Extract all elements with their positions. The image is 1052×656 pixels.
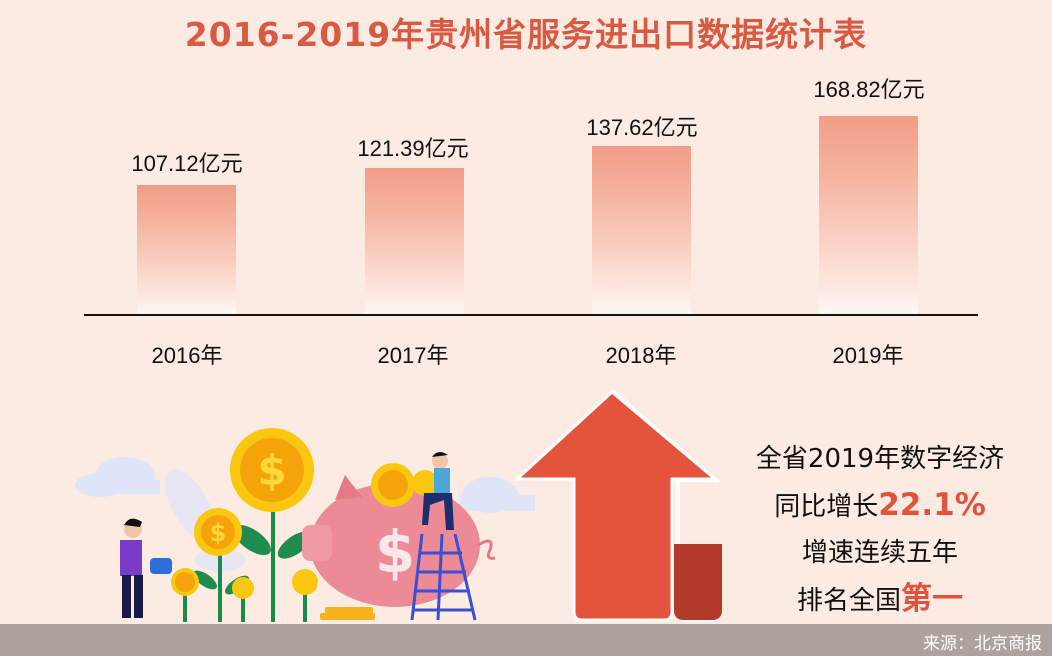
source-credit: 来源：北京商报 bbox=[923, 634, 1042, 653]
x-tick-label: 2017年 bbox=[377, 343, 449, 368]
bar-2018 bbox=[592, 146, 691, 314]
bar-value-label: 107.12亿元 bbox=[131, 151, 243, 176]
bar-2016 bbox=[137, 185, 236, 314]
bar-value-label: 121.39亿元 bbox=[357, 136, 469, 161]
svg-text:$: $ bbox=[375, 518, 415, 586]
svg-text:$: $ bbox=[257, 446, 286, 495]
footer-band: 来源：北京商报 bbox=[0, 624, 1052, 656]
message-text: 排名全国 bbox=[796, 586, 901, 616]
up-arrow-icon bbox=[513, 388, 722, 622]
message-line-2: 同比增长22.1% bbox=[730, 482, 1030, 530]
message-text: 同比增长 bbox=[774, 492, 879, 522]
x-tick-label: 2018年 bbox=[605, 343, 677, 368]
bar-chart: 107.12亿元 2016年 121.39亿元 2017年 137.62亿元 2… bbox=[84, 77, 978, 368]
cloud-icon bbox=[75, 457, 535, 513]
x-tick-label: 2019年 bbox=[832, 343, 904, 368]
rank-highlight: 第一 bbox=[901, 581, 963, 617]
highlight-message: 全省2019年数字经济 同比增长22.1% 增速连续五年 排名全国第一 bbox=[730, 436, 1030, 624]
person-on-ladder-icon bbox=[410, 451, 477, 621]
x-axis-line bbox=[84, 314, 978, 316]
bar-2017 bbox=[365, 168, 464, 314]
message-line-4: 排名全国第一 bbox=[730, 576, 1030, 624]
coin-stack-icon bbox=[320, 607, 375, 620]
bar-value-label: 137.62亿元 bbox=[586, 115, 698, 140]
piggy-bank-icon: $ bbox=[302, 475, 496, 607]
growth-rate-highlight: 22.1% bbox=[878, 487, 986, 523]
illustration: $ $ $ bbox=[75, 388, 722, 622]
person-watering-icon bbox=[120, 518, 172, 618]
bar-2019 bbox=[819, 116, 918, 314]
svg-text:$: $ bbox=[210, 519, 227, 547]
dollar-coin-flower-icon: $ $ bbox=[171, 428, 318, 599]
chart-title: 2016-2019年贵州省服务进出口数据统计表 bbox=[184, 15, 868, 54]
x-tick-label: 2016年 bbox=[151, 343, 223, 368]
message-line-1: 全省2019年数字经济 bbox=[755, 444, 1005, 474]
message-line-3: 增速连续五年 bbox=[801, 538, 958, 568]
bar-value-label: 168.82亿元 bbox=[813, 77, 925, 102]
